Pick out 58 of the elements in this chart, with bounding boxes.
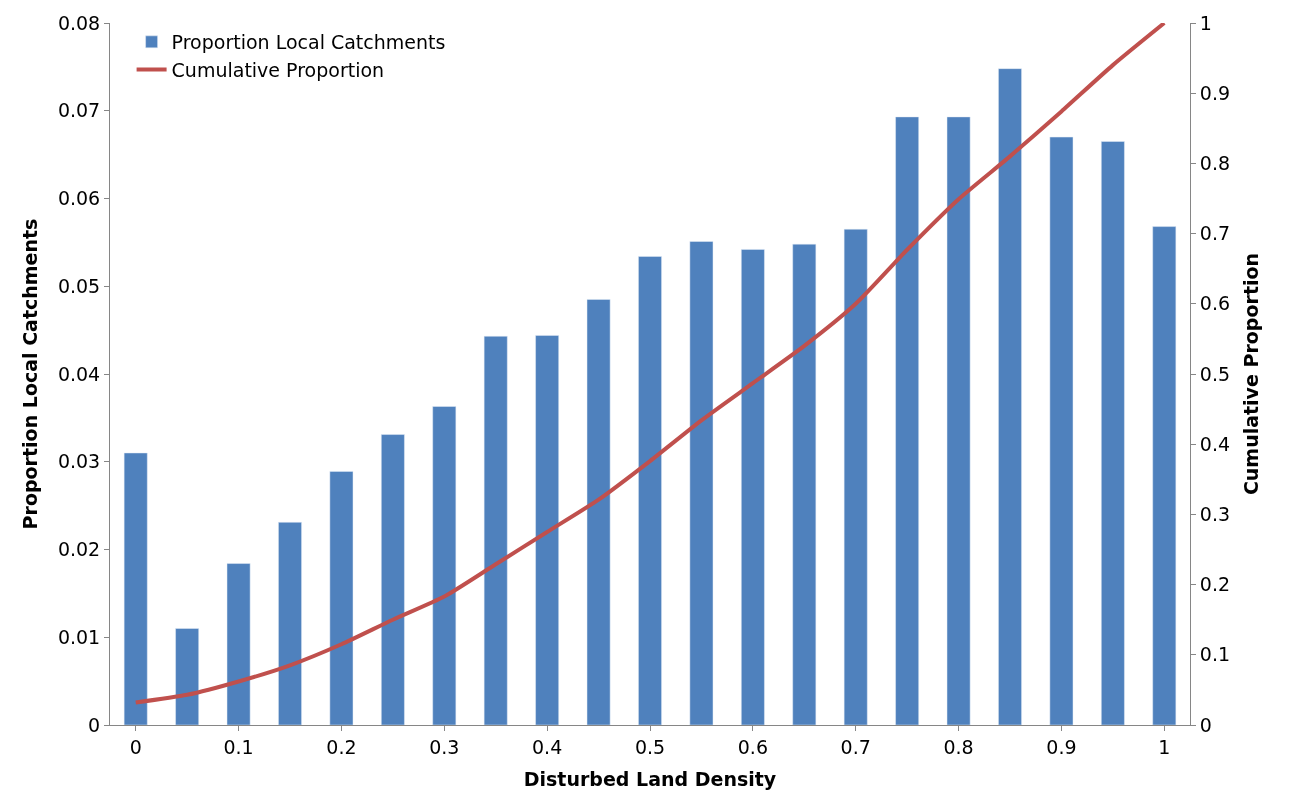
bar [586, 299, 611, 725]
x-tick-label: 0.1 [223, 735, 254, 758]
bar [432, 406, 457, 725]
bar [946, 116, 971, 725]
y2-tick-label: 1 [1199, 11, 1212, 34]
x-tick-label: 0.8 [943, 735, 974, 758]
bar [895, 116, 919, 725]
x-tick-label: 0.4 [532, 735, 563, 758]
y2-tick-label: 0.4 [1199, 432, 1231, 455]
x-tick-label: 0 [129, 735, 142, 758]
bar [123, 452, 148, 725]
x-tick-label: 0.6 [737, 735, 768, 758]
y2-tick-label: 0.7 [1199, 222, 1231, 245]
bar [1152, 226, 1177, 725]
y-tick-label: 0.07 [57, 99, 101, 122]
x-tick-label: 0.9 [1046, 735, 1077, 758]
bar [278, 522, 302, 725]
bar [843, 228, 868, 725]
bar [1101, 141, 1125, 725]
y-tick-label: 0.05 [57, 274, 101, 297]
y2-tick-label: 0.5 [1199, 362, 1231, 385]
x-tick-label: 1 [1158, 735, 1171, 758]
bar [792, 243, 817, 725]
line-series [133, 23, 1167, 705]
bar [998, 68, 1022, 725]
y-tick-label: 0.03 [57, 450, 101, 473]
x-axis-title: Disturbed Land Density [523, 767, 777, 790]
x-tick-label: 0.3 [429, 735, 460, 758]
y2-tick-label: 0.9 [1199, 81, 1231, 104]
y2-tick-label: 0.2 [1199, 573, 1231, 596]
bar [1049, 136, 1074, 725]
y2-tick-label: 0.8 [1199, 152, 1231, 175]
y2-tick-label: 0.3 [1199, 503, 1231, 526]
y2-axis-title: Cumulative Proportion [1239, 252, 1262, 496]
y-tick-label: 0 [88, 713, 101, 736]
y2-tick-label: 0.1 [1199, 643, 1231, 666]
bar [329, 471, 354, 725]
bar [175, 628, 199, 725]
bar [689, 241, 714, 725]
bar [483, 336, 508, 725]
y2-tick-label: 0 [1199, 713, 1212, 736]
bar [638, 256, 662, 725]
y-axis-title: Proportion Local Catchments [18, 218, 41, 530]
bar [741, 249, 765, 725]
bar [535, 335, 559, 725]
bar [226, 563, 251, 725]
y-tick-label: 0.06 [57, 187, 101, 210]
y-tick-label: 0.01 [57, 625, 101, 648]
y-tick-label: 0.08 [57, 11, 101, 34]
x-tick-label: 0.7 [840, 735, 871, 758]
x-tick-label: 0.2 [326, 735, 357, 758]
legend-label: Cumulative Proportion [171, 58, 385, 81]
y-tick-label: 0.02 [57, 538, 101, 561]
x-tick-label: 0.5 [634, 735, 666, 758]
bar [381, 434, 405, 725]
legend-label: Proportion Local Catchments [171, 31, 446, 54]
y-tick-label: 0.04 [57, 362, 101, 385]
y2-tick-label: 0.6 [1199, 292, 1231, 315]
